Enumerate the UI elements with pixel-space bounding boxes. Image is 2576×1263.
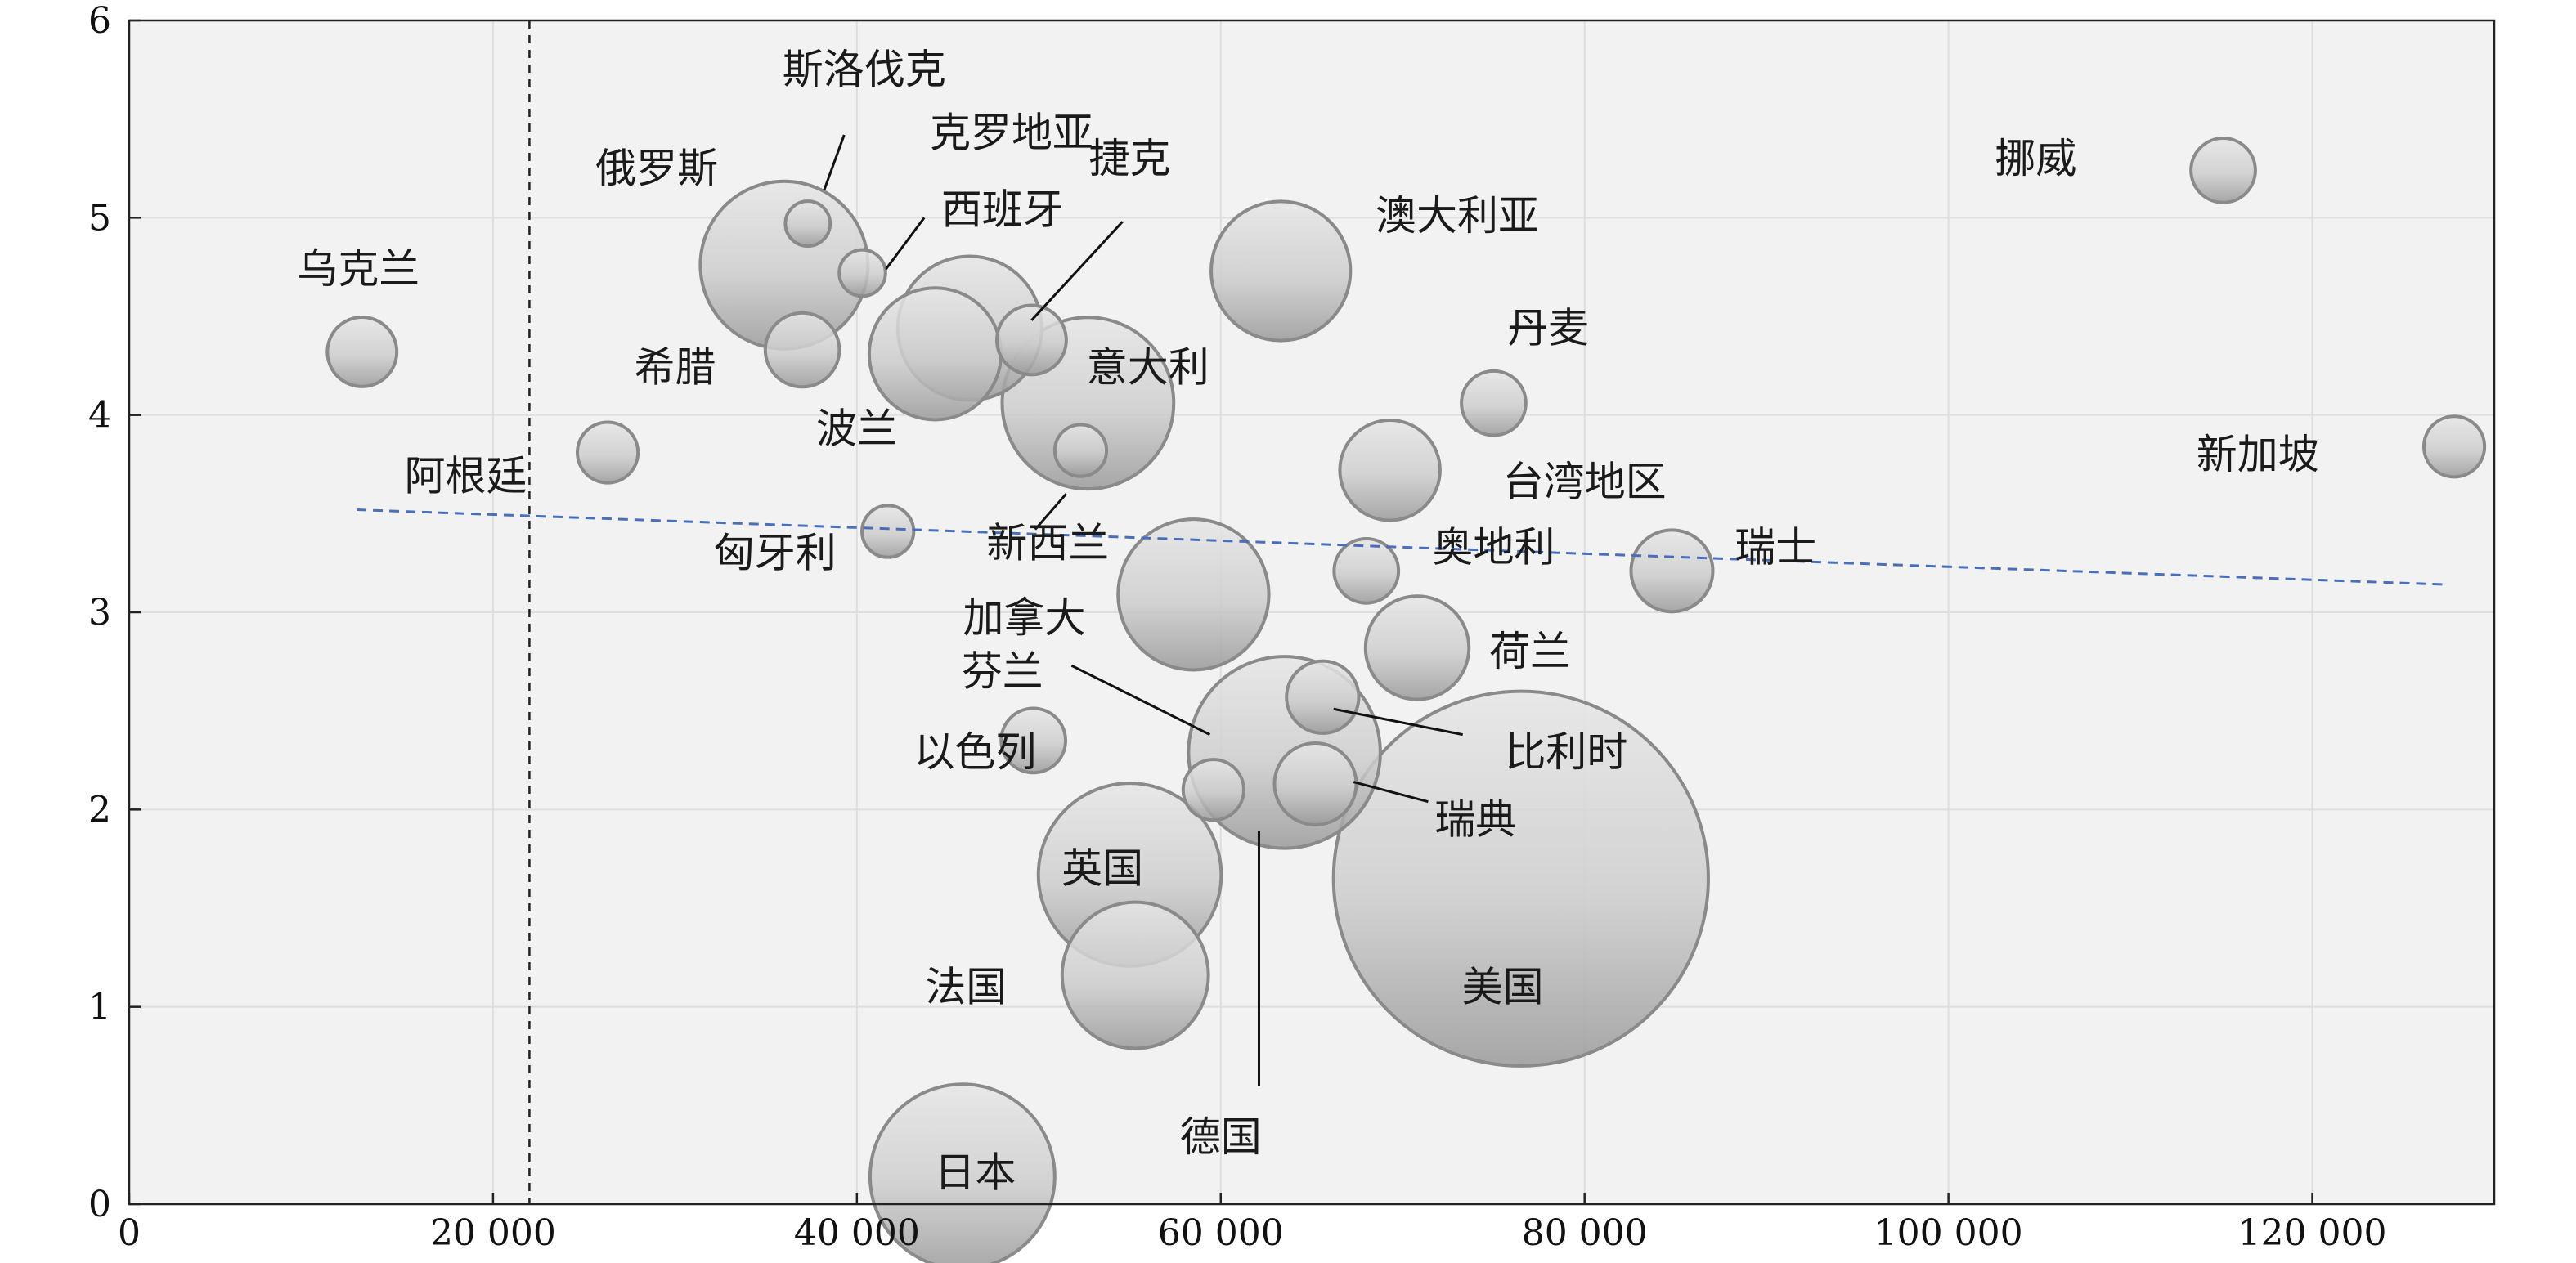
bubble-label: 比利时 xyxy=(1505,728,1627,776)
leader-line xyxy=(1030,221,1124,321)
bubble-label: 俄罗斯 xyxy=(595,145,718,192)
y-tick-label: 6 xyxy=(88,0,111,42)
bubble-label: 新西兰 xyxy=(986,519,1109,567)
axis-ticks: 0 20 000 40 000 60 000 80 000 100 000 120 000 0… xyxy=(88,0,2387,1254)
x-tick-label: 120 000 xyxy=(2238,1212,2387,1254)
y-tick-label: 5 xyxy=(88,197,111,239)
bubble xyxy=(325,316,399,388)
bubble xyxy=(1331,689,1710,1068)
bubble xyxy=(1181,758,1245,822)
bubble-label: 捷克 xyxy=(1089,135,1171,182)
y-tick-label: 0 xyxy=(88,1184,111,1225)
leader-lines xyxy=(823,134,1463,1086)
bubble xyxy=(837,248,887,298)
bubble-label: 芬兰 xyxy=(962,647,1043,695)
x-tick-label: 60 000 xyxy=(1158,1212,1284,1254)
bubble xyxy=(1338,419,1442,522)
bubble xyxy=(1629,528,1715,614)
leader-line xyxy=(823,134,846,191)
bubble-label: 加拿大 xyxy=(963,594,1086,642)
bubble xyxy=(1116,517,1271,672)
bubble-label: 日本 xyxy=(934,1149,1016,1196)
bubble xyxy=(575,420,640,485)
y-tick-label: 3 xyxy=(88,592,111,634)
bubble xyxy=(1052,423,1109,478)
y-tick-label: 2 xyxy=(88,789,111,831)
x-tick-label: 80 000 xyxy=(1522,1212,1648,1254)
bubble-label: 匈牙利 xyxy=(714,529,837,576)
bubble-label: 美国 xyxy=(1462,963,1544,1010)
bubble-label: 希腊 xyxy=(634,344,716,392)
leader-line xyxy=(1034,493,1067,531)
leader-line xyxy=(1353,781,1429,804)
bubble-label: 瑞典 xyxy=(1434,795,1516,843)
bubble xyxy=(994,303,1068,377)
bubble-label: 台湾地区 xyxy=(1503,459,1667,506)
bubble-label: 瑞士 xyxy=(1735,523,1816,571)
leader-line xyxy=(885,217,926,270)
bubble-label: 新加坡 xyxy=(2197,431,2319,478)
bubble xyxy=(1332,536,1401,605)
x-tick-label: 40 000 xyxy=(794,1212,920,1254)
bubble-label: 波兰 xyxy=(816,405,898,452)
bubble-label: 澳大利亚 xyxy=(1376,192,1539,240)
bubble-label: 荷兰 xyxy=(1489,628,1571,675)
bubble-label: 法国 xyxy=(925,963,1007,1010)
bubble-label: 以色列 xyxy=(913,728,1036,776)
bubble-label: 意大利 xyxy=(1087,344,1209,392)
bubble-label: 阿根廷 xyxy=(405,452,527,499)
bubble xyxy=(1060,900,1210,1050)
bubble xyxy=(1285,659,1361,735)
x-tick-label: 20 000 xyxy=(430,1212,556,1254)
bubble-label: 奥地利 xyxy=(1432,523,1555,571)
x-tick-label: 0 xyxy=(118,1212,141,1254)
bubble-label: 西班牙 xyxy=(941,186,1064,234)
bubble xyxy=(1272,741,1358,826)
bubble xyxy=(868,1082,1057,1263)
leader-line xyxy=(1333,707,1463,737)
bubble-label: 德国 xyxy=(1180,1113,1262,1161)
bubble xyxy=(763,311,841,389)
bubble-label: 乌克兰 xyxy=(297,245,420,293)
bubble xyxy=(2189,137,2257,204)
trend-line xyxy=(357,508,2449,586)
bubble-label: 斯洛伐克 xyxy=(783,46,946,93)
bubble-label: 克罗地亚 xyxy=(930,109,1093,156)
bubble xyxy=(1363,594,1471,701)
bubble xyxy=(1209,199,1353,343)
bubble xyxy=(1460,369,1528,437)
bubbles xyxy=(325,137,2487,1263)
bubble xyxy=(860,504,916,559)
bubble-label: 英国 xyxy=(1061,845,1143,893)
bubble xyxy=(2421,414,2487,479)
x-tick-label: 100 000 xyxy=(1874,1212,2023,1254)
bubble-label: 挪威 xyxy=(1995,135,2076,182)
y-tick-label: 1 xyxy=(88,987,111,1028)
bubble-label: 丹麦 xyxy=(1507,304,1589,352)
reference-lines xyxy=(357,20,2449,1204)
bubble xyxy=(999,706,1068,775)
y-tick-label: 4 xyxy=(88,395,111,437)
bubble xyxy=(783,199,832,248)
leader-line xyxy=(1070,664,1211,736)
bubble xyxy=(867,286,1003,422)
